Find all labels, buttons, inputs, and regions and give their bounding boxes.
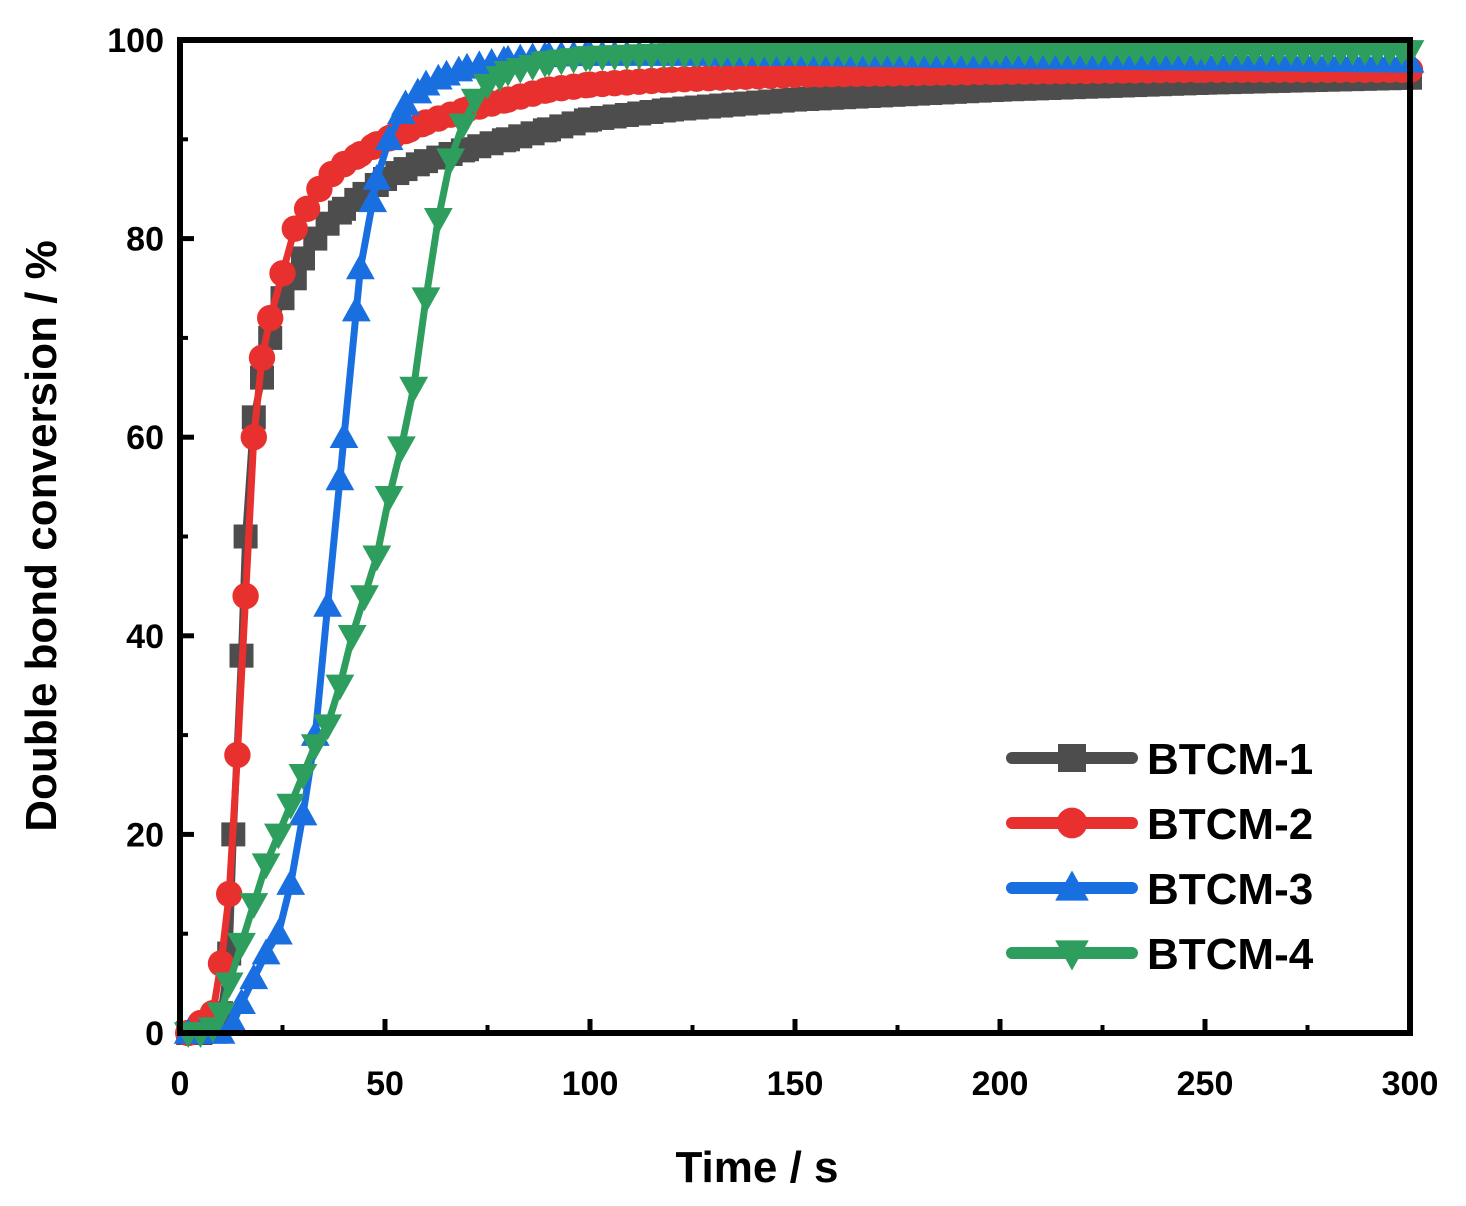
data-point (423, 63, 453, 90)
legend-label: BTCM-3 (1147, 865, 1313, 914)
y-tick-label: 40 (126, 618, 164, 656)
data-point (374, 124, 404, 151)
data-point (436, 148, 465, 175)
data-point (387, 436, 416, 463)
data-point (1182, 40, 1212, 66)
data-point (276, 869, 306, 895)
data-point (337, 625, 367, 651)
data-point (362, 545, 392, 572)
data-point (411, 287, 441, 314)
x-tick-label: 200 (972, 1065, 1029, 1103)
data-point (768, 41, 798, 68)
data-point (232, 582, 259, 610)
data-point (288, 799, 318, 826)
data-point (358, 186, 388, 213)
legend-marker (1055, 940, 1089, 971)
y-tick-label: 60 (126, 419, 164, 457)
x-tick-label: 300 (1382, 1065, 1439, 1103)
y-tick-label: 0 (145, 1015, 164, 1053)
data-point (206, 1002, 236, 1029)
data-point (423, 207, 453, 234)
data-point (405, 152, 430, 177)
data-point (227, 988, 256, 1015)
data-point (346, 253, 375, 280)
data-point (387, 98, 416, 125)
data-point (216, 880, 243, 908)
data-point (257, 304, 284, 332)
data-point (977, 40, 1007, 66)
legend-marker (1056, 807, 1088, 839)
legend-item-btcm-3: BTCM-3 (1006, 865, 1313, 914)
data-point (293, 195, 321, 223)
data-point (276, 793, 306, 820)
legend-item-btcm-1: BTCM-1 (1006, 735, 1313, 784)
data-point (385, 161, 410, 186)
data-point (651, 98, 676, 123)
data-point (264, 918, 293, 945)
series-btcm-4 (173, 40, 1425, 1048)
ticks-layer: 0 50 100 150 200 250 300 0 20 40 60 80 100 (107, 22, 1438, 1103)
data-point (325, 464, 355, 491)
legend-label: BTCM-4 (1147, 930, 1314, 979)
data-point (649, 43, 679, 70)
data-point (269, 260, 296, 287)
legend-item-btcm-2: BTCM-2 (1006, 800, 1313, 849)
data-point (329, 422, 359, 448)
data-point (770, 88, 795, 113)
data-point (248, 344, 276, 371)
data-point (403, 77, 433, 104)
data-point (769, 62, 796, 89)
legend-label: BTCM-2 (1147, 800, 1313, 849)
data-point (240, 424, 267, 451)
data-point (399, 376, 429, 403)
legend-marker (1055, 870, 1089, 901)
data-point (227, 932, 256, 959)
x-tick-label: 100 (562, 1065, 619, 1103)
data-point (288, 764, 318, 790)
data-point (214, 972, 244, 999)
data-point (325, 674, 355, 701)
y-tick-label: 100 (107, 22, 164, 60)
legend-label: BTCM-1 (1147, 735, 1313, 784)
x-tick-label: 250 (1177, 1065, 1234, 1103)
data-point (281, 215, 308, 242)
data-point (448, 113, 478, 140)
data-point (460, 88, 490, 115)
series-layer (173, 39, 1425, 1048)
data-point (239, 893, 269, 919)
x-tick-label: 150 (767, 1065, 824, 1103)
data-point (313, 591, 342, 617)
data-point (218, 1008, 248, 1034)
data-point (362, 164, 392, 190)
legend-marker (1058, 744, 1086, 772)
data-point (251, 853, 281, 880)
data-point (374, 485, 404, 512)
legend: BTCM-1 BTCM-2 BTCM-3 BTCM-4 (1006, 735, 1314, 979)
x-tick-label: 50 (366, 1065, 404, 1103)
data-point (300, 734, 330, 761)
data-point (224, 741, 251, 769)
data-point (264, 823, 293, 850)
legend-item-btcm-4: BTCM-4 (1006, 930, 1314, 979)
data-point (650, 67, 677, 94)
x-axis-title: Time / s (675, 1143, 838, 1192)
data-point (207, 950, 235, 977)
data-point (350, 585, 379, 612)
data-point (251, 938, 281, 965)
data-point (485, 66, 515, 92)
y-axis-title: Double bond conversion / % (17, 240, 66, 832)
y-tick-label: 20 (126, 816, 164, 854)
data-point (341, 295, 371, 322)
series-btcm-2 (175, 56, 1424, 1047)
data-point (239, 963, 269, 990)
data-point (313, 714, 342, 741)
y-tick-label: 80 (126, 221, 164, 259)
x-tick-label: 0 (171, 1065, 190, 1103)
